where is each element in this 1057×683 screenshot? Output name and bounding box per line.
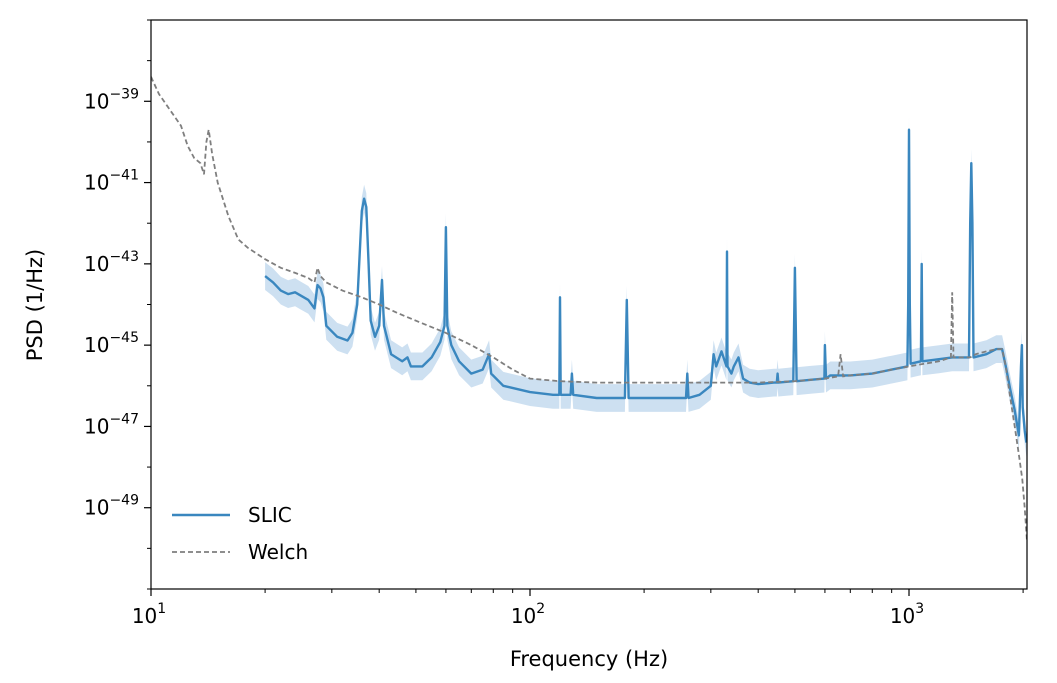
legend-label: Welch bbox=[248, 540, 308, 564]
x-tick-label: 101 bbox=[132, 601, 166, 628]
x-tick-label: 102 bbox=[511, 601, 545, 628]
y-tick-label: 10−45 bbox=[84, 330, 139, 357]
y-tick-label: 10−43 bbox=[84, 249, 139, 276]
x-axis: 101 102 103 bbox=[132, 589, 1024, 628]
legend-label: SLIC bbox=[248, 503, 292, 527]
y-tick-label: 10−47 bbox=[84, 411, 139, 438]
y-tick-label: 10−49 bbox=[84, 493, 139, 520]
x-tick-label: 103 bbox=[890, 601, 924, 628]
x-axis-label: Frequency (Hz) bbox=[510, 647, 668, 671]
legend: SLIC Welch bbox=[172, 503, 308, 564]
plot-area bbox=[151, 76, 1027, 542]
slic-uncertainty-band bbox=[265, 115, 1027, 457]
y-tick-label: 10−39 bbox=[84, 86, 139, 113]
legend-entry-welch: Welch bbox=[172, 540, 308, 564]
y-tick-label: 10−41 bbox=[84, 168, 139, 195]
legend-entry-slic: SLIC bbox=[172, 503, 292, 527]
welch-series-line bbox=[151, 76, 1027, 542]
slic-series-line bbox=[264, 128, 1027, 443]
y-axis-label: PSD (1/Hz) bbox=[23, 249, 47, 361]
y-axis: 10−39 10−41 10−43 10−45 10−47 10−49 bbox=[84, 19, 151, 590]
